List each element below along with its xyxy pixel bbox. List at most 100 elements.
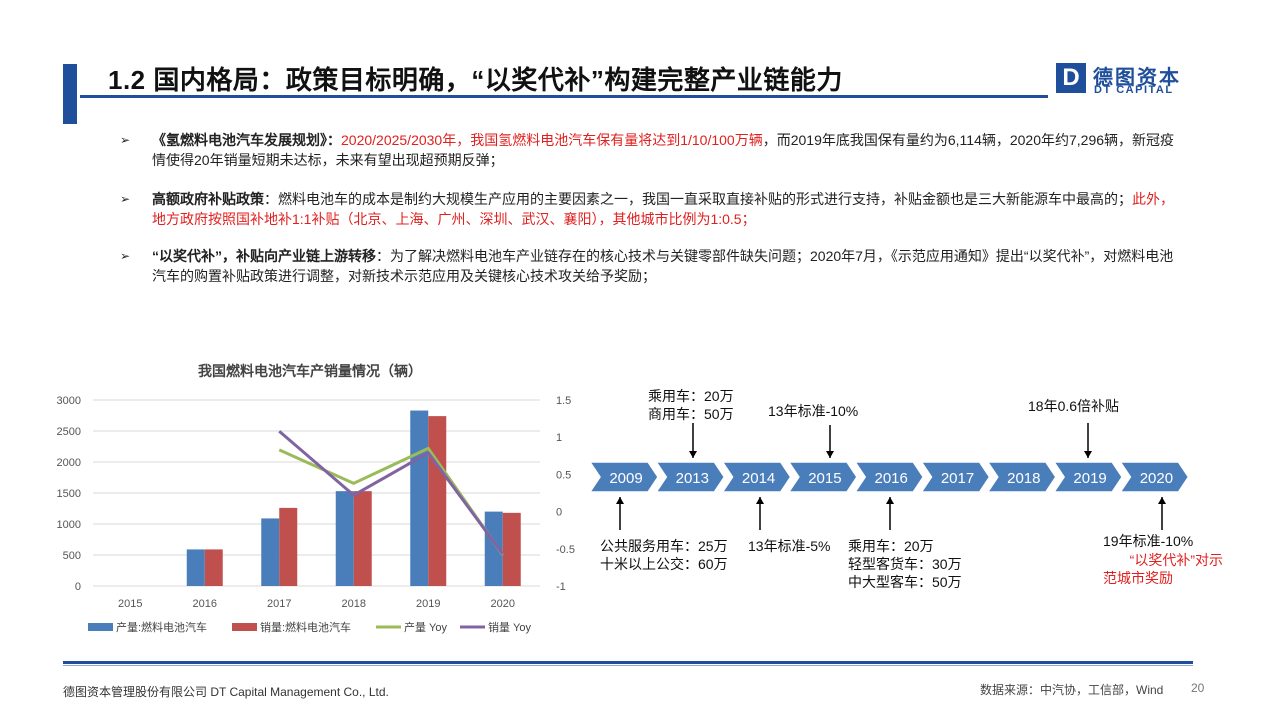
bullet-highlight: 2020/2025/2030年，我国氢燃料电池汽车保有量将达到1/10/100万… [341, 132, 763, 148]
timeline-note-2015-above: 13年标准-10% [768, 402, 858, 420]
bar [484, 511, 503, 586]
timeline-arrow-head [1158, 497, 1166, 504]
timeline-chevron [1052, 461, 1124, 493]
bullet-arrow-icon: ➢ [120, 249, 131, 263]
timeline-arrow-head [1084, 451, 1092, 458]
x-tick-label: 2017 [267, 598, 291, 610]
timeline-year-label: 2016 [875, 470, 908, 487]
legend-label: 产量 Yoy [404, 620, 448, 634]
timeline-note-line: 公共服务用车：25万 [600, 538, 728, 554]
timeline-chevrons: 2009 2013 2014 2015 2016 2017 2018 2019 2020 [588, 461, 1190, 493]
timeline-note-line: 十米以上公交：60万 [600, 556, 728, 572]
legend-label: 销量 Yoy [488, 620, 532, 634]
y-right-tick-label: 0.5 [556, 469, 571, 481]
timeline-year-label: 2014 [742, 470, 775, 487]
chart-legend: 产量:燃料电池汽车 销量:燃料电池汽车 产量 Yoy 销量 Yoy [88, 620, 532, 634]
bullet-lead: 《氢燃料电池汽车发展规划》： [152, 132, 341, 148]
timeline-year-label: 2015 [808, 470, 841, 487]
timeline-chevron [721, 461, 792, 493]
x-tick-label: 2019 [416, 598, 440, 610]
bullet-reward-policy: ➢ “以奖代补”，补贴向产业链上游转移：为了解决燃料电池车产业链存在的核心技术与… [120, 246, 1180, 286]
timeline-note-line: 中大型客车：50万 [848, 574, 962, 590]
chart-title: 我国燃料电池汽车产销量情况（辆） [198, 363, 422, 379]
page-title: 1.2 国内格局：政策目标明确，“以奖代补”构建完整产业链能力 [108, 65, 843, 95]
production-sales-chart: 我国燃料电池汽车产销量情况（辆） 0 500 1000 1500 2000 2500 300… [57, 363, 575, 634]
footer-company: 德图资本管理股份有限公司 DT Capital Management Co., … [63, 685, 389, 699]
timeline-chevron [654, 461, 726, 493]
y-left-tick-label: 0 [75, 581, 81, 593]
x-tick-label: 2018 [342, 598, 366, 610]
timeline-year-label: 2019 [1073, 470, 1106, 487]
timeline-note-line: 13年标准-5% [748, 538, 831, 554]
bullet-body: ：燃料电池车的成本是制约大规模生产应用的主要因素之一，我国一直采取直接补贴的形式… [264, 191, 1132, 207]
bar [502, 512, 521, 586]
timeline-chevron [1118, 461, 1190, 493]
y-right-tick-label: 0 [556, 507, 562, 519]
bar [186, 549, 205, 586]
y-right-tick-label: 1 [556, 432, 562, 444]
timeline-year-label: 2013 [676, 470, 709, 487]
timeline-note-line: 乘用车：20万 [648, 388, 734, 404]
bullet-arrow-icon: ➢ [120, 133, 131, 147]
timeline-arrows [616, 423, 1166, 530]
timeline-chevron [920, 461, 991, 493]
title-underline [80, 95, 1048, 98]
y-left-tick-label: 2500 [57, 426, 81, 438]
timeline-chevron [853, 461, 925, 493]
timeline-note-2009-below: 公共服务用车：25万 十米以上公交：60万 [600, 537, 728, 573]
chart-lines [278, 430, 504, 556]
bar [261, 518, 280, 586]
legend-label: 销量:燃料电池汽车 [260, 620, 351, 634]
bullet-subsidy-policy: ➢ 高额政府补贴政策：燃料电池车的成本是制约大规模生产应用的主要因素之一，我国一… [120, 189, 1180, 229]
title-accent-bar [63, 64, 77, 124]
legend-label: 产量:燃料电池汽车 [116, 620, 207, 634]
y-right-tick-label: -1 [556, 581, 566, 593]
bar [410, 410, 429, 586]
bullet-body: ：为了解决燃料电池车产业链存在的核心技术与关键零部件缺失问题；2020年7月，《… [152, 248, 1174, 284]
bullet-hydrogen-plan: ➢ 《氢燃料电池汽车发展规划》：2020/2025/2030年，我国氢燃料电池汽… [120, 130, 1180, 170]
bar [428, 416, 447, 586]
timeline-year-label: 2017 [941, 470, 974, 487]
x-tick-label: 2016 [193, 598, 217, 610]
bullet-highlight: 此外，地方政府按照国补地补1:1补贴（北京、上海、广州、深圳、武汉、襄阳），其他… [152, 191, 1174, 227]
timeline-chevron [588, 461, 659, 493]
timeline-note-2020-red: “以奖代补”对示 范城市奖励 [1103, 551, 1223, 587]
logo-name-en: DT CAPITAL [1094, 84, 1174, 96]
timeline-note-line: 范城市奖励 [1103, 570, 1173, 586]
legend-swatch [232, 623, 257, 631]
bullet-arrow-icon: ➢ [120, 192, 131, 206]
legend-swatch [88, 623, 113, 631]
series-line [278, 430, 504, 555]
y-left-tick-label: 3000 [57, 395, 81, 407]
timeline-year-label: 2009 [609, 470, 642, 487]
footer-divider [63, 661, 1193, 664]
timeline-note-line: 13年标准-10% [768, 403, 859, 419]
y-left-tick-label: 1000 [57, 519, 81, 531]
bar [279, 507, 298, 586]
timeline-arrow-head [689, 451, 697, 458]
timeline-note-2009-above: 乘用车：20万 商用车：50万 [648, 387, 734, 423]
y-left-tick-label: 500 [63, 550, 81, 562]
y-left-tick-label: 1500 [57, 488, 81, 500]
series-line [278, 446, 504, 556]
timeline-note-line: “以奖代补”对示 [1129, 552, 1223, 568]
timeline-arrow-head [756, 497, 764, 504]
timeline-note-line: 轻型客货车：30万 [848, 556, 962, 572]
timeline-note-2020-below: 19年标准-10% [1103, 532, 1193, 550]
bullet-lead: “以奖代补”，补贴向产业链上游转移 [152, 248, 376, 264]
timeline-chevron [787, 461, 858, 493]
dt-logo-icon: D [1056, 63, 1086, 93]
y-right-tick-label: 1.5 [556, 395, 571, 407]
bullet-lead: 高额政府补贴政策 [152, 191, 264, 207]
timeline-note-line: 19年标准-10% [1103, 533, 1194, 549]
footer-divider-thin [63, 665, 1193, 666]
timeline-note-line: 18年0.6倍补贴 [1028, 398, 1120, 414]
policy-timeline: 2009 2013 2014 2015 2016 2017 2018 2019 2020 [588, 423, 1190, 530]
page-number: 20 [1191, 681, 1205, 695]
chart-gridlines [93, 399, 540, 587]
chart-ticks: 0 500 1000 1500 2000 2500 3000 -1 -0.5 0 0.5 1 1.5 20… [57, 395, 575, 610]
logo-name-cn: 德图资本 [1093, 67, 1181, 89]
bullet-body: ，而2019年底我国保有量约为6,114辆，2020年约7,296辆，新冠疫情使… [152, 132, 1175, 168]
timeline-arrow-head [616, 497, 624, 504]
y-left-tick-label: 2000 [57, 457, 81, 469]
